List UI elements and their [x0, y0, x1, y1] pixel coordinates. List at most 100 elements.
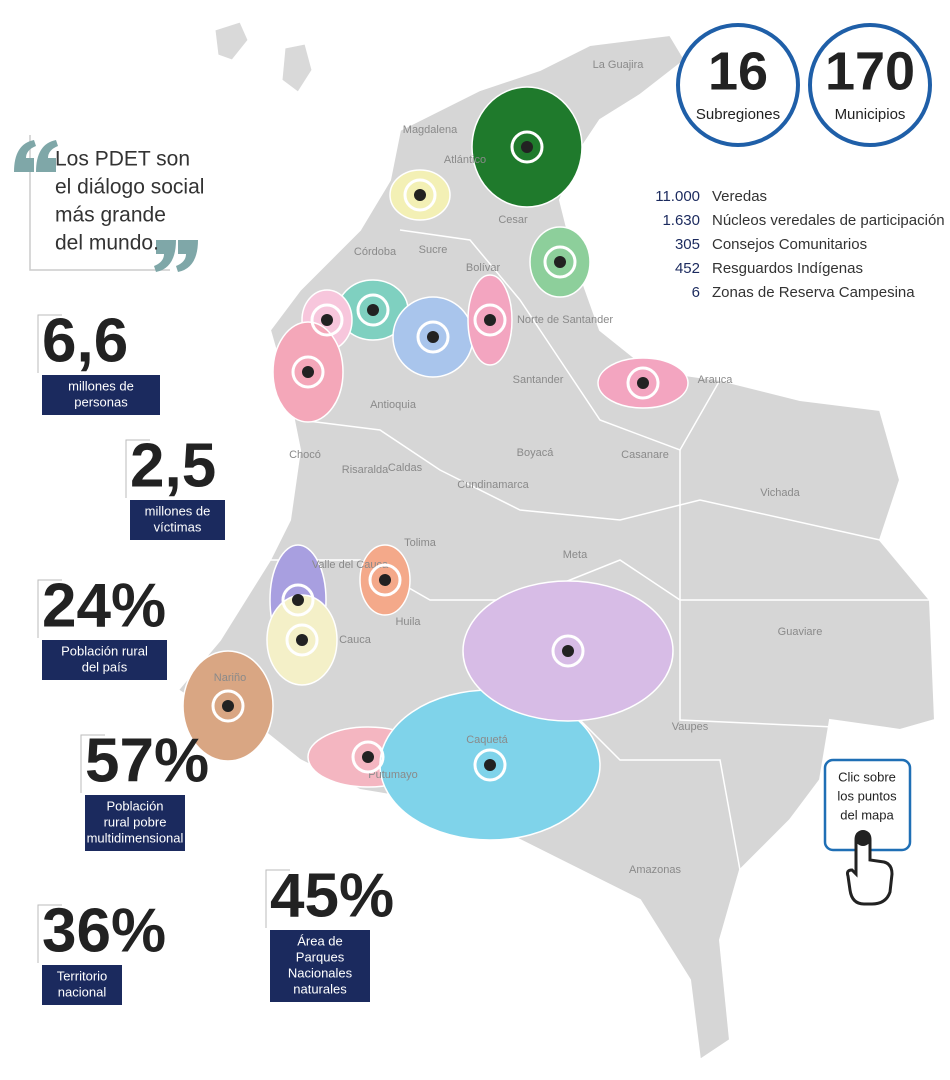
point[interactable] — [296, 634, 308, 646]
count-value: 452 — [675, 260, 700, 277]
point[interactable] — [554, 256, 566, 268]
stat-label-box — [130, 500, 225, 540]
point-ring[interactable] — [510, 130, 544, 164]
point-ring[interactable] — [403, 178, 437, 212]
department-label: Antioquia — [370, 399, 417, 411]
stat-label-box — [42, 375, 160, 415]
stat-label: personas — [74, 394, 128, 409]
quote-line: el diálogo social — [55, 176, 204, 199]
point[interactable] — [302, 366, 314, 378]
count-value: 1.630 — [662, 212, 700, 229]
stat-value: 57% — [85, 726, 209, 795]
badge-number: 170 — [825, 41, 915, 101]
point[interactable] — [367, 304, 379, 316]
stat-bracket — [37, 579, 62, 638]
department-label: Tolima — [404, 537, 437, 549]
point[interactable] — [637, 377, 649, 389]
cta-line: Clic sobre — [838, 769, 896, 784]
point-ring[interactable] — [356, 293, 390, 327]
point[interactable] — [321, 314, 333, 326]
stat-label-box — [270, 930, 370, 1002]
stat-label: Parques — [296, 949, 345, 964]
point[interactable] — [222, 700, 234, 712]
department-label: Valle del Cauca — [312, 559, 389, 571]
count-label: Zonas de Reserva Campesina — [712, 284, 915, 301]
point-ring[interactable] — [211, 689, 245, 723]
point[interactable] — [427, 331, 439, 343]
quote-line: más grande — [55, 204, 166, 227]
department-label: Vaupes — [672, 721, 709, 733]
badge-label: Municipios — [835, 106, 906, 123]
department-label: Casanare — [621, 449, 669, 461]
department-label: Guaviare — [778, 626, 823, 638]
quote-line: Los PDET son — [55, 148, 190, 171]
cta-box[interactable]: Clic sobre los puntos del mapa — [823, 758, 912, 906]
count-label: Veredas — [712, 188, 767, 205]
cta-line: del mapa — [840, 807, 894, 822]
department-label: Chocó — [289, 449, 321, 461]
department-label: Cundinamarca — [457, 479, 529, 491]
count-label: Consejos Comunitarios — [712, 236, 867, 253]
count-label: Núcleos veredales de participación — [712, 212, 945, 229]
counts: 11.000 Veredas 1.630 Núcleos veredales de p… — [655, 188, 944, 301]
point-ring[interactable] — [551, 634, 585, 668]
count-value: 6 — [692, 284, 700, 301]
point-ring[interactable] — [473, 303, 507, 337]
point[interactable] — [379, 574, 391, 586]
point-ring[interactable] — [285, 623, 319, 657]
stat-value: 24% — [42, 571, 166, 640]
stat-label: del país — [82, 659, 128, 674]
cta-text: Clic sobre los puntos del mapa — [837, 769, 897, 822]
department-label: Cesar — [498, 214, 528, 226]
department-label: Meta — [563, 549, 588, 561]
stat-value: 6,6 — [42, 306, 128, 375]
badge-circle — [676, 23, 800, 147]
department-label: Atlántico — [444, 154, 486, 166]
department-label: Boyacá — [517, 447, 555, 459]
stat-label: Población rural — [61, 643, 148, 658]
department-labels: La Guajira Magdalena Atlántico Cesar Córdoba… — [214, 59, 823, 876]
point-ring[interactable] — [416, 320, 450, 354]
department-label: La Guajira — [593, 59, 645, 71]
island — [214, 21, 249, 61]
point-ring[interactable] — [291, 355, 325, 389]
department-label: Huila — [395, 616, 421, 628]
point[interactable] — [521, 141, 533, 153]
point-ring[interactable] — [368, 563, 402, 597]
point-ring[interactable] — [543, 245, 577, 279]
stat-bracket — [37, 904, 62, 963]
point-ring[interactable] — [626, 366, 660, 400]
stat-label: víctimas — [154, 519, 202, 534]
point[interactable] — [562, 645, 574, 657]
point[interactable] — [362, 751, 374, 763]
map-points — [211, 130, 660, 782]
quote-box — [14, 135, 198, 272]
point[interactable] — [484, 759, 496, 771]
department-label: Vichada — [760, 487, 800, 499]
point-ring[interactable] — [473, 748, 507, 782]
island — [281, 43, 313, 93]
department-label: Arauca — [698, 374, 734, 386]
department-label: Sucre — [419, 244, 448, 256]
stat-label: millones de — [145, 503, 211, 518]
department-label: Risaralda — [342, 464, 389, 476]
department-label: Bolívar — [466, 262, 501, 274]
department-label: Santander — [513, 374, 564, 386]
department-label: Putumayo — [368, 769, 418, 781]
point-ring[interactable] — [310, 303, 344, 337]
stat-value: 36% — [42, 896, 166, 965]
stat-label-box — [42, 965, 122, 1005]
point-ring[interactable] — [351, 740, 385, 774]
stat-label: Área de — [297, 933, 343, 948]
badge-label: Subregiones — [696, 106, 780, 123]
stat-bracket — [265, 869, 290, 928]
count-label: Resguardos Indígenas — [712, 260, 863, 277]
point[interactable] — [484, 314, 496, 326]
count-value: 11.000 — [655, 188, 700, 205]
stat-label: millones de — [68, 378, 134, 393]
stat-label-box — [85, 795, 185, 851]
point-ring[interactable] — [281, 583, 315, 617]
point[interactable] — [414, 189, 426, 201]
point[interactable] — [292, 594, 304, 606]
